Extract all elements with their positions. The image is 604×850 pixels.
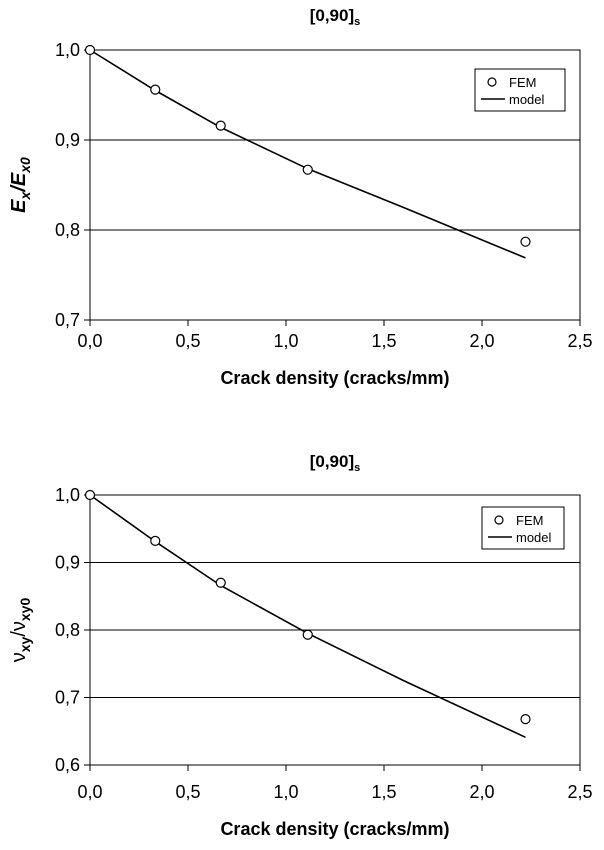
fem-point xyxy=(520,713,531,725)
plot-frame xyxy=(89,49,581,321)
legend-box xyxy=(474,68,566,112)
legend-label: FEM xyxy=(509,75,536,90)
y-axis-label: Ex/Ex0 xyxy=(8,157,33,213)
x-tick-label: 2,5 xyxy=(567,331,592,351)
fem-point xyxy=(215,577,226,588)
x-axis-label: Crack density (cracks/mm) xyxy=(220,368,449,388)
fem-point xyxy=(302,629,313,640)
y-tick-label: 0,7 xyxy=(55,310,80,330)
fem-point xyxy=(84,44,96,56)
legend-label: FEM xyxy=(516,513,543,528)
model-line xyxy=(89,494,526,739)
chart-title: [0,90]s xyxy=(310,6,361,28)
legend-label: model xyxy=(509,92,545,107)
chart-2: 0,6 0,7 0,8 0,9 1,0 0,0 0,5 1,0 1,5 2,0 2,5 [0,90]s… xyxy=(8,452,593,839)
y-tick-label: 0,9 xyxy=(55,130,80,150)
fem-point xyxy=(520,236,531,247)
legend-marker-fem xyxy=(494,515,504,525)
legend: FEM model xyxy=(481,506,565,550)
y-tick-label: 0,8 xyxy=(55,620,80,640)
legend: FEM model xyxy=(474,68,566,112)
fem-point xyxy=(150,535,161,547)
y-tick-label: 0,8 xyxy=(55,220,80,240)
y-tick-label: 0,6 xyxy=(55,755,80,775)
chart-1: 0,7 0,8 0,9 1,0 0,0 0,5 1,0 1,5 2,0 2,5 [0,90]s Cra… xyxy=(8,6,593,388)
fem-point xyxy=(150,84,161,95)
x-tick-label: 0,5 xyxy=(175,331,200,351)
x-axis-label: Crack density (cracks/mm) xyxy=(220,819,449,839)
x-tick-label: 1,5 xyxy=(371,782,396,802)
legend-marker-fem xyxy=(487,77,497,87)
fem-point xyxy=(84,489,96,501)
x-tick-label: 2,0 xyxy=(469,782,494,802)
x-tick-label: 0,5 xyxy=(175,782,200,802)
x-tick-label: 2,0 xyxy=(469,331,494,351)
x-tick-label: 2,5 xyxy=(567,782,592,802)
y-tick-label: 1,0 xyxy=(55,485,80,505)
chart-title: [0,90]s xyxy=(310,452,361,474)
x-tick-label: 0,0 xyxy=(77,782,102,802)
legend-box xyxy=(481,506,565,550)
x-tick-label: 0,0 xyxy=(77,331,102,351)
y-tick-label: 1,0 xyxy=(55,40,80,60)
x-tick-label: 1,0 xyxy=(273,782,298,802)
fem-point xyxy=(215,120,226,131)
x-tick-label: 1,0 xyxy=(273,331,298,351)
y-tick-label: 0,9 xyxy=(55,553,80,573)
x-tick-label: 1,5 xyxy=(371,331,396,351)
fem-point xyxy=(302,164,313,175)
y-tick-label: 0,7 xyxy=(55,688,80,708)
y-axis-label: νxy/νxy0 xyxy=(8,598,33,663)
model-line xyxy=(89,49,526,259)
legend-label: model xyxy=(516,530,552,545)
